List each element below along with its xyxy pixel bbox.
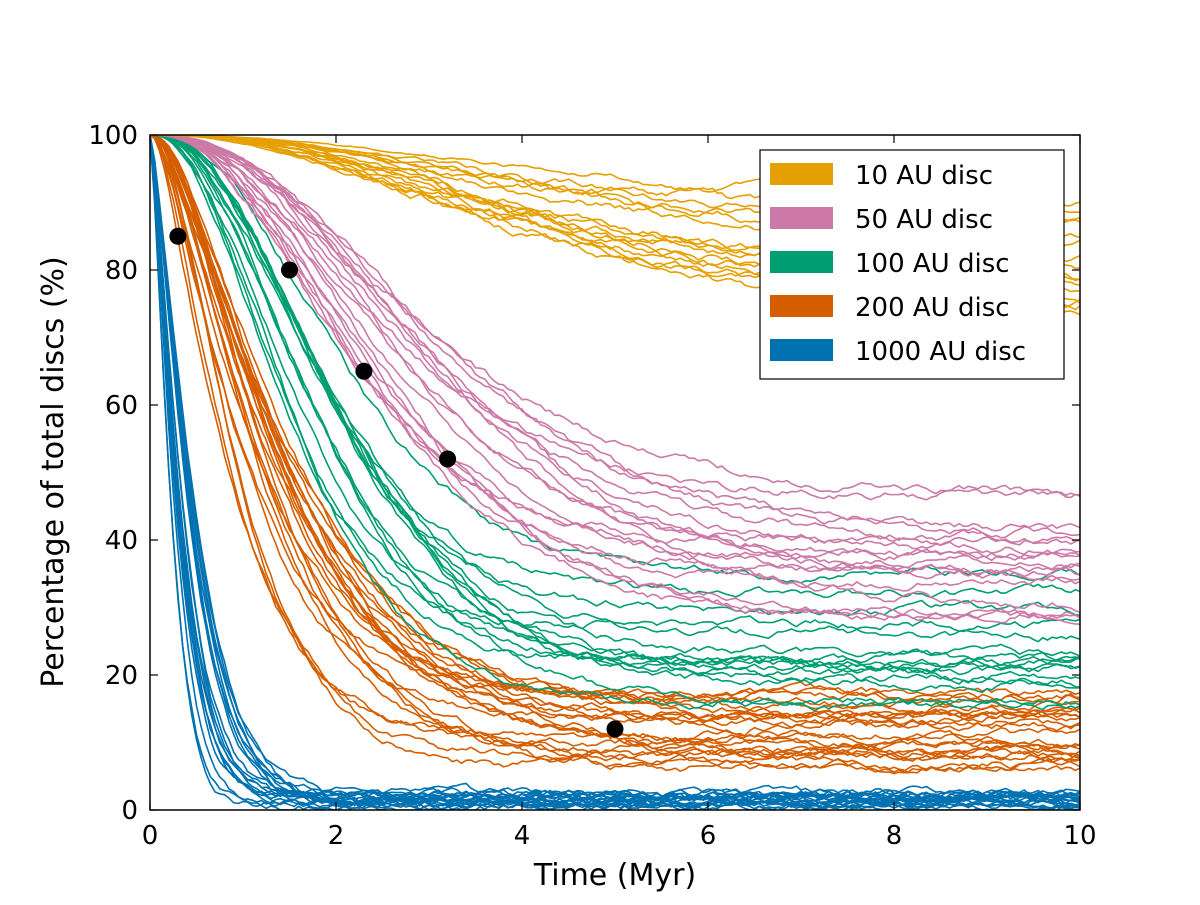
series-line-50-au-disc-4 xyxy=(150,135,1080,621)
series-line-50-au-disc-10 xyxy=(150,135,1080,497)
series-line-50-au-disc-12 xyxy=(150,135,1080,560)
series-line-200-au-disc-20 xyxy=(150,135,1080,762)
x-tick-label: 2 xyxy=(328,821,345,851)
series-line-50-au-disc-17 xyxy=(150,135,1080,562)
x-axis-title: Time (Myr) xyxy=(533,858,696,893)
series-line-50-au-disc-18 xyxy=(150,135,1080,575)
series-line-100-au-disc-8 xyxy=(150,135,1080,617)
series-line-50-au-disc-8 xyxy=(150,135,1080,582)
legend-label-1000au: 1000 AU disc xyxy=(855,337,1026,367)
series-line-200-au-disc-6 xyxy=(150,135,1080,774)
y-tick-label: 80 xyxy=(105,256,138,286)
marker-point-1 xyxy=(169,227,187,245)
legend-swatch-200au xyxy=(770,295,833,317)
series-line-1000-au-disc-15 xyxy=(150,135,1080,801)
legend-swatch-50au xyxy=(770,207,833,229)
y-tick-label: 60 xyxy=(105,391,138,421)
series-line-50-au-disc-6 xyxy=(150,135,1080,532)
y-tick-label: 0 xyxy=(121,796,138,826)
x-tick-label: 4 xyxy=(514,821,531,851)
series-line-1000-au-disc-16 xyxy=(150,135,1080,810)
x-tick-label: 6 xyxy=(700,821,717,851)
legend-swatch-1000au xyxy=(770,339,833,361)
series-line-50-au-disc-14 xyxy=(150,135,1080,556)
series-line-1000-au-disc-20 xyxy=(150,135,1080,806)
series-line-100-au-disc-15 xyxy=(150,135,1080,694)
legend-label-100au: 100 AU disc xyxy=(855,249,1010,279)
series-line-200-au-disc-17 xyxy=(150,135,1080,724)
series-line-100-au-disc-11 xyxy=(150,135,1080,599)
marker-point-5 xyxy=(606,720,624,738)
legend-label-200au: 200 AU disc xyxy=(855,293,1010,323)
series-line-1000-au-disc-18 xyxy=(150,135,1080,810)
x-tick-label: 10 xyxy=(1063,821,1096,851)
legend-swatch-100au xyxy=(770,251,833,273)
series-line-50-au-disc-9 xyxy=(150,135,1080,625)
series-line-100-au-disc-14 xyxy=(150,135,1080,674)
series-line-100-au-disc-7 xyxy=(150,135,1080,711)
legend-label-10au: 10 AU disc xyxy=(855,161,993,191)
plot-frame xyxy=(149,134,1081,811)
marker-point-3 xyxy=(355,362,373,380)
series-line-50-au-disc-7 xyxy=(150,135,1080,539)
marker-point-4 xyxy=(439,450,457,468)
series-line-1000-au-disc-19 xyxy=(150,135,1080,810)
series-line-200-au-disc-24 xyxy=(150,135,1080,702)
series-line-200-au-disc-19 xyxy=(150,135,1080,705)
x-tick-label: 0 xyxy=(142,821,159,851)
series-line-100-au-disc-3 xyxy=(150,135,1080,658)
y-tick-label: 40 xyxy=(105,526,138,556)
legend-swatch-10au xyxy=(770,163,833,185)
legend-label-50au: 50 AU disc xyxy=(855,205,993,235)
y-axis-title: Percentage of total discs (%) xyxy=(36,256,71,687)
marker-layer xyxy=(169,227,624,738)
y-tick-label: 100 xyxy=(88,121,138,151)
series-line-50-au-disc-13 xyxy=(150,135,1080,571)
series-line-50-au-disc-16 xyxy=(150,135,1080,501)
series-line-100-au-disc-2 xyxy=(150,135,1080,633)
series-line-100-au-disc-12 xyxy=(150,135,1080,672)
series-line-100-au-disc-6 xyxy=(150,135,1080,664)
series-line-200-au-disc-14 xyxy=(150,135,1080,732)
legend: 10 AU disc 50 AU disc 100 AU disc 200 AU… xyxy=(759,149,1065,380)
series-line-200-au-disc-12 xyxy=(150,135,1080,775)
marker-point-2 xyxy=(281,261,298,279)
series-line-50-au-disc-15 xyxy=(150,135,1080,546)
series-line-50-au-disc-11 xyxy=(150,135,1080,546)
x-tick-label: 8 xyxy=(886,821,903,851)
y-tick-label: 20 xyxy=(105,661,138,691)
